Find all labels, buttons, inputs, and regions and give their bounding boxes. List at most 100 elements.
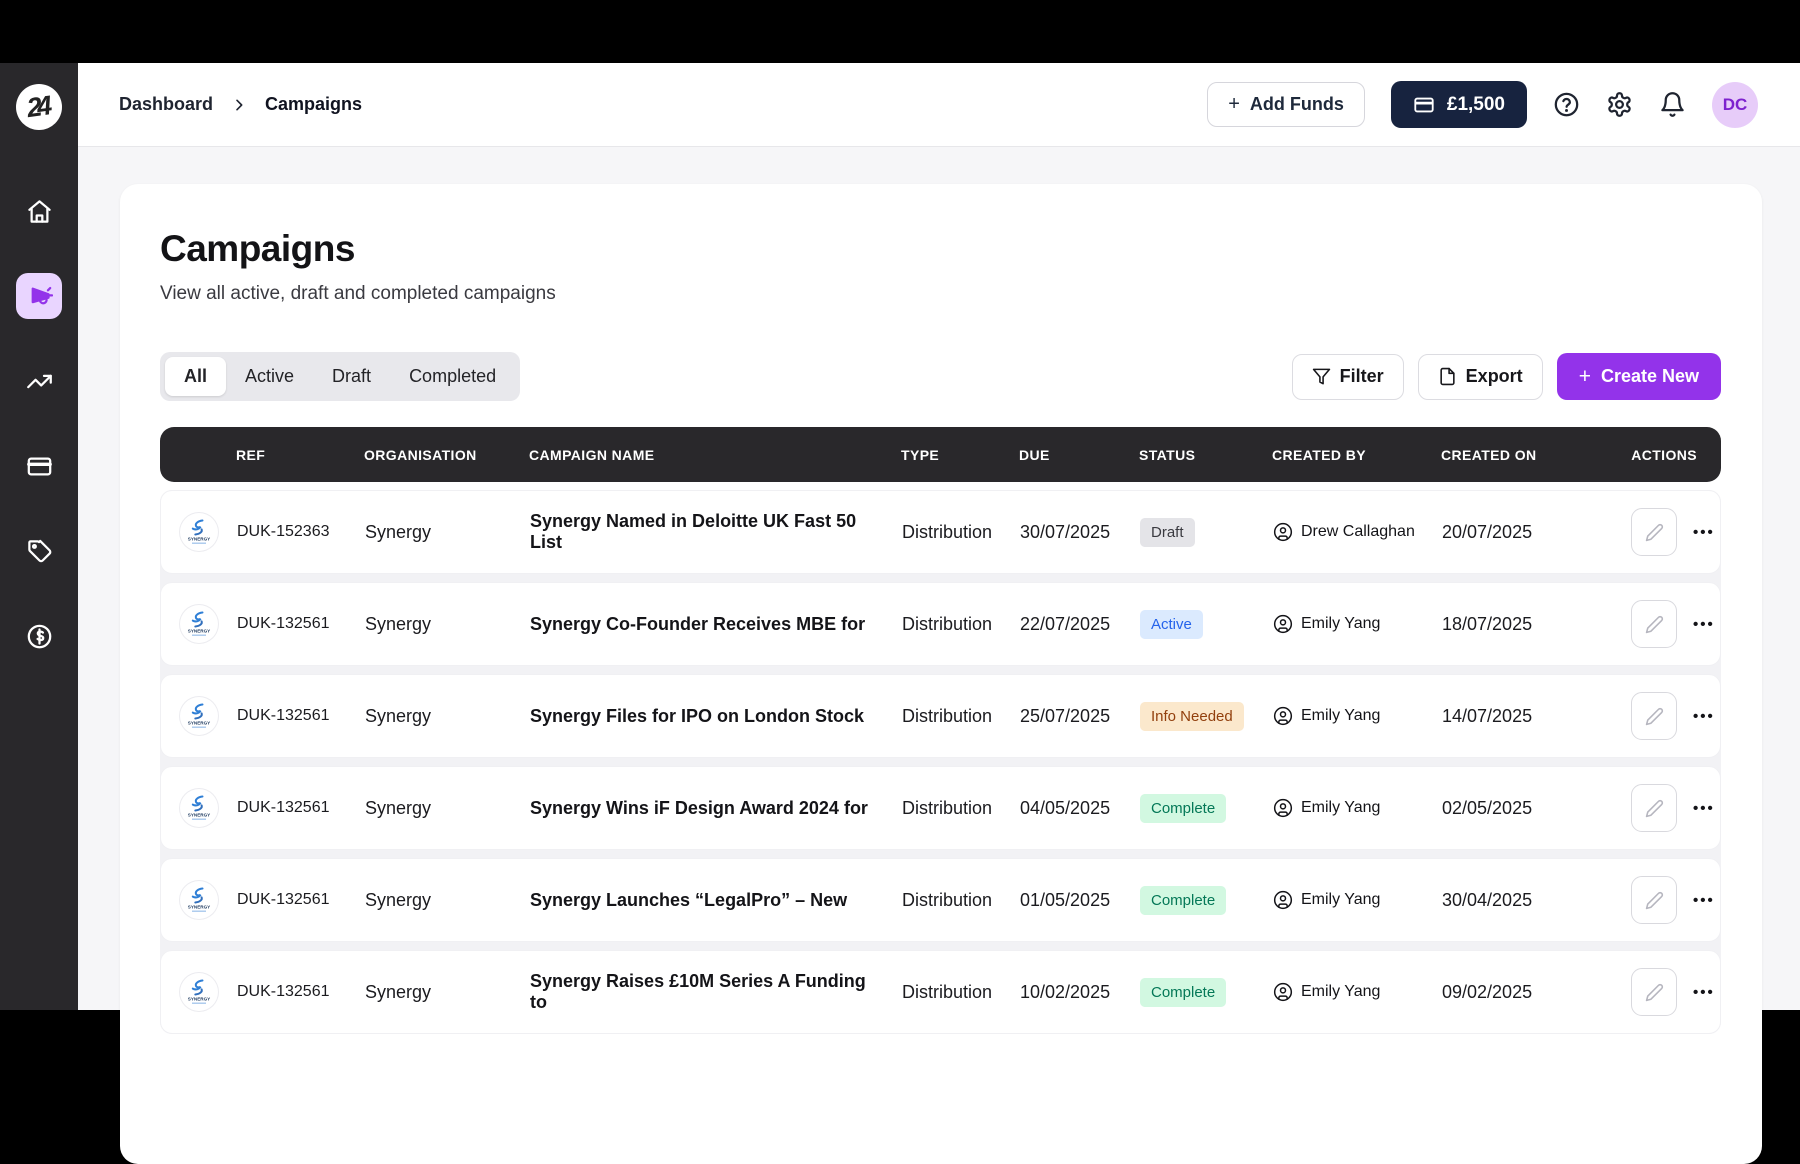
- edit-button[interactable]: [1631, 600, 1677, 648]
- add-funds-label: Add Funds: [1250, 94, 1344, 115]
- edit-button[interactable]: [1631, 968, 1677, 1016]
- more-options-button[interactable]: •••: [1691, 796, 1717, 821]
- table-header: REFORGANISATIONCAMPAIGN NAMETYPEDUESTATU…: [160, 427, 1721, 482]
- status-tabs: AllActiveDraftCompleted: [160, 352, 520, 401]
- controls-right: Filter Export + Create New: [1292, 353, 1721, 400]
- created-on-cell: 18/07/2025: [1442, 614, 1631, 635]
- app-logo[interactable]: 24: [16, 84, 62, 130]
- table-controls: AllActiveDraftCompleted Filter Export + …: [160, 352, 1721, 401]
- organisation-cell: Synergy: [365, 522, 530, 543]
- campaign-name-cell[interactable]: Synergy Launches “LegalPro” – New: [530, 890, 902, 911]
- add-funds-button[interactable]: + Add Funds: [1207, 82, 1365, 127]
- edit-button[interactable]: [1631, 876, 1677, 924]
- org-logo-cell: SYNERGY: [161, 881, 237, 919]
- breadcrumb-dashboard[interactable]: Dashboard: [119, 94, 213, 115]
- created-on-cell: 30/04/2025: [1442, 890, 1631, 911]
- ref-cell: DUK-132561: [237, 983, 365, 1001]
- pencil-icon: [1645, 891, 1664, 910]
- campaign-name-cell[interactable]: Synergy Raises £10M Series A Funding to: [530, 971, 902, 1013]
- edit-button[interactable]: [1631, 508, 1677, 556]
- org-logo-cell: SYNERGY: [161, 605, 237, 643]
- pencil-icon: [1645, 523, 1664, 542]
- more-options-button[interactable]: •••: [1691, 888, 1717, 913]
- campaigns-card: Campaigns View all active, draft and com…: [120, 184, 1762, 1164]
- app-logo-text: 24: [25, 90, 49, 123]
- campaign-name-cell[interactable]: Synergy Files for IPO on London Stock: [530, 706, 902, 727]
- org-logo-cell: SYNERGY: [161, 789, 237, 827]
- column-header-actions: ACTIONS: [1630, 447, 1721, 463]
- sidebar-item-analytics[interactable]: [16, 358, 62, 404]
- table-row[interactable]: SYNERGY DUK-132561 Synergy Synergy Files…: [160, 674, 1721, 758]
- filter-icon: [1312, 367, 1331, 386]
- actions-cell: •••: [1631, 968, 1727, 1016]
- created-on-cell: 02/05/2025: [1442, 798, 1631, 819]
- table-row[interactable]: SYNERGY DUK-132561 Synergy Synergy Wins …: [160, 766, 1721, 850]
- type-cell: Distribution: [902, 706, 1020, 727]
- more-options-button[interactable]: •••: [1691, 980, 1717, 1005]
- type-cell: Distribution: [902, 798, 1020, 819]
- create-new-button[interactable]: + Create New: [1557, 353, 1721, 400]
- org-logo-cell: SYNERGY: [161, 697, 237, 735]
- table-body: SYNERGY DUK-152363 Synergy Synergy Named…: [160, 490, 1721, 1034]
- notifications-button[interactable]: [1659, 91, 1686, 118]
- tag-icon: [26, 538, 53, 565]
- avatar-initials: DC: [1723, 95, 1748, 115]
- due-date-cell: 10/02/2025: [1020, 982, 1140, 1003]
- export-button[interactable]: Export: [1418, 354, 1543, 400]
- more-options-button[interactable]: •••: [1691, 704, 1717, 729]
- settings-button[interactable]: [1606, 91, 1633, 118]
- synergy-logo-icon: SYNERGY: [180, 697, 218, 735]
- campaign-name-cell[interactable]: Synergy Wins iF Design Award 2024 for: [530, 798, 902, 819]
- table-row[interactable]: SYNERGY DUK-132561 Synergy Synergy Raise…: [160, 950, 1721, 1034]
- tab-active[interactable]: Active: [226, 357, 313, 396]
- credit-card-icon: [26, 453, 53, 480]
- edit-button[interactable]: [1631, 784, 1677, 832]
- bell-icon: [1659, 91, 1686, 118]
- status-badge: Draft: [1140, 518, 1195, 547]
- help-circle-icon: [1553, 91, 1580, 118]
- sidebar-item-billing[interactable]: [16, 443, 62, 489]
- sidebar-item-payments[interactable]: [16, 613, 62, 659]
- created-by-name: Emily Yang: [1301, 615, 1380, 633]
- pencil-icon: [1645, 799, 1664, 818]
- user-circle-icon: [1273, 614, 1293, 634]
- organisation-cell: Synergy: [365, 798, 530, 819]
- header: Dashboard Campaigns + Add Funds £1,500 D…: [78, 63, 1800, 147]
- tab-draft[interactable]: Draft: [313, 357, 390, 396]
- status-cell: Complete: [1140, 978, 1273, 1007]
- campaign-name-cell[interactable]: Synergy Named in Deloitte UK Fast 50 Lis…: [530, 511, 902, 553]
- actions-cell: •••: [1631, 600, 1727, 648]
- user-avatar[interactable]: DC: [1712, 82, 1758, 128]
- help-button[interactable]: [1553, 91, 1580, 118]
- campaign-name-cell[interactable]: Synergy Co-Founder Receives MBE for: [530, 614, 902, 635]
- user-circle-icon: [1273, 706, 1293, 726]
- file-icon: [1438, 367, 1457, 386]
- filter-button[interactable]: Filter: [1292, 354, 1404, 400]
- megaphone-icon: [26, 283, 53, 310]
- table-row[interactable]: SYNERGY DUK-132561 Synergy Synergy Launc…: [160, 858, 1721, 942]
- sidebar-item-campaigns[interactable]: [16, 273, 62, 319]
- created-by-name: Emily Yang: [1301, 983, 1380, 1001]
- sidebar-item-tags[interactable]: [16, 528, 62, 574]
- actions-cell: •••: [1631, 784, 1727, 832]
- type-cell: Distribution: [902, 522, 1020, 543]
- sidebar-item-home[interactable]: [16, 188, 62, 234]
- svg-text:SYNERGY: SYNERGY: [188, 905, 210, 910]
- actions-cell: •••: [1631, 508, 1727, 556]
- created-by-name: Emily Yang: [1301, 707, 1380, 725]
- tab-all[interactable]: All: [165, 357, 226, 396]
- org-logo-cell: SYNERGY: [161, 973, 237, 1011]
- created-by-cell: Emily Yang: [1273, 982, 1442, 1002]
- balance-button[interactable]: £1,500: [1391, 81, 1527, 128]
- edit-button[interactable]: [1631, 692, 1677, 740]
- breadcrumb-campaigns: Campaigns: [265, 94, 362, 115]
- svg-text:SYNERGY: SYNERGY: [188, 721, 210, 726]
- table-row[interactable]: SYNERGY DUK-152363 Synergy Synergy Named…: [160, 490, 1721, 574]
- more-options-button[interactable]: •••: [1691, 520, 1717, 545]
- export-label: Export: [1466, 366, 1523, 387]
- organisation-cell: Synergy: [365, 982, 530, 1003]
- svg-text:SYNERGY: SYNERGY: [188, 813, 210, 818]
- more-options-button[interactable]: •••: [1691, 612, 1717, 637]
- tab-completed[interactable]: Completed: [390, 357, 515, 396]
- table-row[interactable]: SYNERGY DUK-132561 Synergy Synergy Co-Fo…: [160, 582, 1721, 666]
